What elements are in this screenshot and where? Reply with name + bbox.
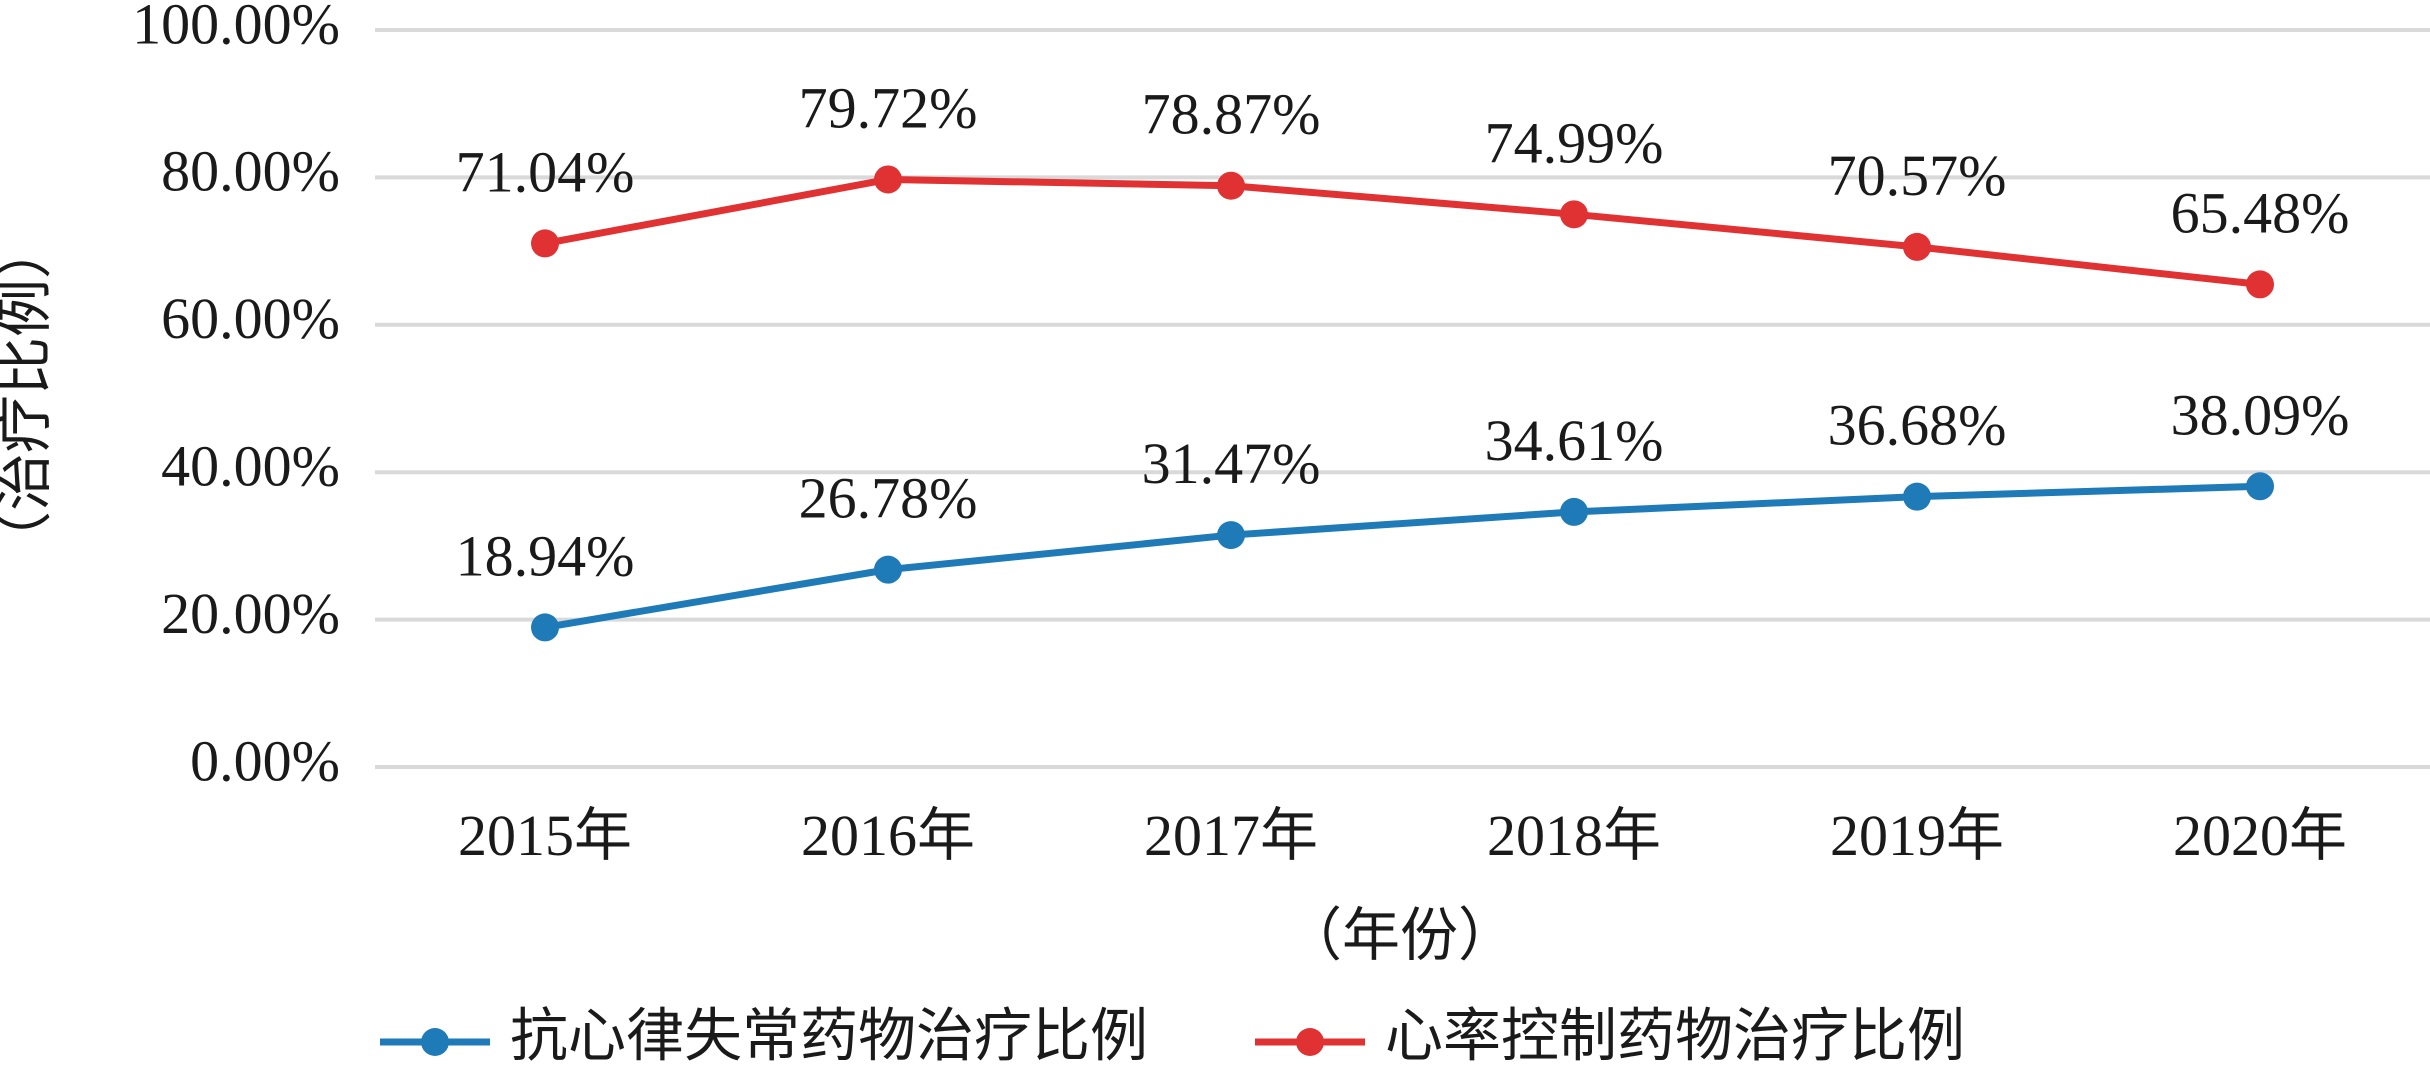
legend-marker bbox=[1296, 1028, 1324, 1056]
data-label: 74.99% bbox=[1485, 110, 1664, 175]
x-tick-label: 2016年 bbox=[801, 803, 975, 868]
data-point bbox=[1560, 497, 1588, 526]
legend: 抗心律失常药物治疗比例 心率控制药物治疗比例 bbox=[380, 1003, 1965, 1068]
y-axis-ticks: 0.00% 20.00% 40.00% 60.00% 80.00% 100.00% bbox=[132, 0, 340, 793]
y-axis-label: （治疗比例） bbox=[0, 221, 57, 569]
data-label: 34.61% bbox=[1485, 408, 1664, 473]
series-line bbox=[541, 482, 2264, 631]
data-point bbox=[531, 229, 559, 258]
x-tick-label: 2019年 bbox=[1830, 803, 2004, 868]
data-point bbox=[2246, 472, 2274, 501]
legend-item: 抗心律失常药物治疗比例 bbox=[380, 1003, 1148, 1068]
series-1: 18.94% 26.78% 31.47% 34.61% 36.68% 38.09% bbox=[456, 382, 2350, 642]
grid-lines bbox=[375, 28, 2430, 769]
x-axis-label: （年份） bbox=[1284, 903, 1516, 968]
y-tick-label: 60.00% bbox=[161, 286, 340, 351]
data-point bbox=[1560, 200, 1588, 229]
y-tick-label: 40.00% bbox=[161, 434, 340, 499]
data-point bbox=[874, 555, 902, 584]
data-point bbox=[1217, 521, 1245, 550]
series-layer: 18.94% 26.78% 31.47% 34.61% 36.68% 38.09% 71.0… bbox=[456, 75, 2350, 642]
y-tick-label: 0.00% bbox=[190, 728, 340, 793]
legend-label: 抗心律失常药物治疗比例 bbox=[510, 1003, 1148, 1068]
series-2: 71.04% 79.72% 78.87% 74.99% 70.57% 65.48% bbox=[456, 75, 2350, 299]
data-label: 31.47% bbox=[1142, 431, 1321, 496]
data-label: 78.87% bbox=[1142, 82, 1321, 147]
data-label: 18.94% bbox=[456, 523, 635, 588]
data-point bbox=[2246, 270, 2274, 299]
data-label: 71.04% bbox=[456, 139, 635, 204]
x-tick-label: 2017年 bbox=[1144, 803, 1318, 868]
x-axis-ticks: 2015年 2016年 2017年 2018年 2019年 2020年 bbox=[458, 803, 2347, 868]
data-point bbox=[1903, 232, 1931, 261]
data-label: 65.48% bbox=[2171, 180, 2350, 245]
legend-marker bbox=[421, 1028, 449, 1056]
y-tick-label: 20.00% bbox=[161, 581, 340, 646]
legend-item: 心率控制药物治疗比例 bbox=[1255, 1003, 1965, 1068]
series-line bbox=[541, 175, 2264, 288]
data-label: 26.78% bbox=[799, 466, 978, 531]
data-point bbox=[1217, 171, 1245, 200]
data-label: 38.09% bbox=[2171, 382, 2350, 447]
y-tick-label: 80.00% bbox=[161, 139, 340, 204]
y-tick-label: 100.00% bbox=[132, 0, 340, 56]
data-point bbox=[531, 613, 559, 642]
data-label: 79.72% bbox=[799, 75, 978, 140]
data-label: 36.68% bbox=[1828, 393, 2007, 458]
x-tick-label: 2018年 bbox=[1487, 803, 1661, 868]
legend-label: 心率控制药物治疗比例 bbox=[1385, 1003, 1965, 1068]
data-point bbox=[1903, 482, 1931, 511]
x-tick-label: 2020年 bbox=[2173, 803, 2347, 868]
data-label: 70.57% bbox=[1828, 143, 2007, 208]
x-tick-label: 2015年 bbox=[458, 803, 632, 868]
data-point bbox=[874, 165, 902, 194]
